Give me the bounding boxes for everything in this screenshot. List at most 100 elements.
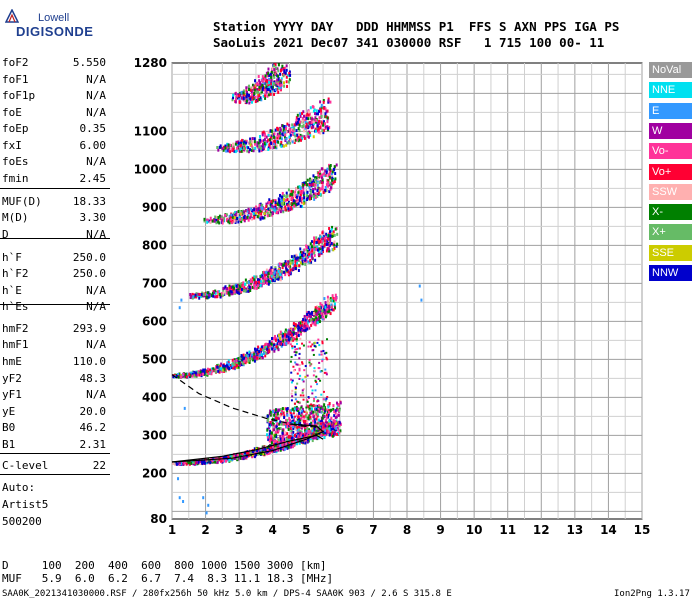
legend-item-w: W bbox=[649, 122, 692, 139]
echo-point bbox=[323, 352, 326, 355]
param-value-9: 3.30 bbox=[79, 211, 107, 224]
echo-point bbox=[246, 209, 249, 213]
echo-point bbox=[232, 144, 235, 148]
echo-point bbox=[268, 350, 271, 354]
echo-point bbox=[235, 212, 238, 216]
echo-point bbox=[283, 70, 286, 74]
echo-point bbox=[217, 369, 220, 373]
echo-point bbox=[248, 360, 251, 364]
echo-point bbox=[281, 68, 284, 72]
echo-point bbox=[269, 446, 272, 450]
echo-point bbox=[295, 405, 298, 409]
echo-point bbox=[263, 274, 266, 278]
echo-point bbox=[262, 76, 265, 80]
echo-point bbox=[216, 290, 219, 294]
echo-point bbox=[311, 317, 314, 321]
echo-point bbox=[308, 254, 311, 258]
echo-point bbox=[238, 361, 241, 365]
echo-point bbox=[281, 266, 284, 270]
echo-point bbox=[224, 369, 227, 373]
echo-point bbox=[248, 88, 251, 92]
echo-point bbox=[260, 98, 263, 102]
echo-point bbox=[194, 371, 197, 375]
x-tick-label: 15 bbox=[634, 523, 650, 537]
echo-point bbox=[308, 428, 311, 432]
echo-point bbox=[302, 420, 305, 424]
echo-point bbox=[274, 145, 277, 149]
echo-point bbox=[301, 262, 304, 266]
echo-point bbox=[263, 276, 266, 280]
echo-point bbox=[259, 202, 262, 206]
echo-point bbox=[217, 291, 220, 295]
echo-point bbox=[322, 99, 325, 103]
echo-point bbox=[259, 448, 262, 452]
echo-point bbox=[327, 99, 330, 103]
echo-point bbox=[301, 378, 304, 381]
echo-point bbox=[302, 188, 305, 192]
echo-point bbox=[212, 367, 215, 371]
echo-point bbox=[281, 343, 284, 347]
echo-point bbox=[263, 212, 266, 216]
echo-point bbox=[274, 88, 277, 92]
echo-point bbox=[262, 85, 265, 89]
echo-point bbox=[230, 366, 233, 370]
echo-point bbox=[295, 338, 298, 341]
echo-point bbox=[289, 138, 292, 142]
echo-point bbox=[309, 315, 312, 319]
param-value-18: 48.3 bbox=[79, 372, 107, 385]
echo-point bbox=[318, 109, 321, 113]
echo-point bbox=[266, 93, 269, 97]
echo-point bbox=[305, 114, 308, 118]
echo-point bbox=[321, 180, 324, 184]
echo-point bbox=[310, 323, 313, 327]
echo-point bbox=[325, 425, 328, 428]
echo-point bbox=[318, 410, 321, 414]
echo-point bbox=[314, 187, 317, 191]
echo-point bbox=[285, 137, 288, 141]
echo-point bbox=[267, 438, 270, 442]
param-name-23: C-level bbox=[2, 459, 49, 472]
echo-point bbox=[264, 82, 267, 86]
ionogram-chart: 1 2 3 4 5 6 7 8 9 10 11 12 13 14 158020030040050060070… bbox=[134, 56, 650, 537]
echo-point bbox=[253, 214, 256, 218]
echo-point bbox=[293, 204, 296, 208]
echo-point bbox=[276, 67, 279, 71]
echo-point bbox=[289, 343, 292, 346]
echo-point bbox=[233, 457, 236, 461]
echo-point bbox=[235, 289, 238, 293]
echo-point bbox=[239, 143, 242, 147]
echo-point bbox=[291, 433, 294, 437]
echo-point bbox=[294, 203, 297, 207]
echo-point bbox=[328, 249, 331, 253]
y-tick-label: 900 bbox=[142, 200, 167, 214]
echo-point bbox=[262, 146, 265, 150]
echo-point bbox=[219, 366, 222, 370]
echo-point bbox=[282, 270, 285, 274]
echo-point bbox=[189, 293, 192, 297]
echo-point bbox=[242, 91, 245, 95]
echo-point bbox=[328, 309, 331, 313]
echo-point bbox=[274, 410, 277, 414]
echo-point bbox=[318, 119, 321, 123]
echo-point bbox=[296, 193, 299, 197]
echo-point bbox=[225, 289, 228, 293]
echo-point bbox=[234, 210, 237, 214]
echo-point bbox=[278, 276, 281, 280]
echo-point bbox=[301, 199, 304, 203]
echo-point bbox=[266, 94, 269, 98]
echo-point bbox=[299, 112, 302, 116]
echo-point bbox=[284, 432, 287, 436]
echo-point bbox=[313, 369, 316, 372]
echo-point bbox=[271, 211, 274, 215]
echo-point bbox=[287, 141, 290, 145]
echo-point bbox=[299, 136, 302, 140]
echo-point bbox=[187, 461, 190, 465]
echo-point bbox=[225, 213, 228, 217]
echo-point bbox=[302, 318, 305, 322]
echo-point bbox=[294, 361, 297, 364]
echo-point bbox=[301, 409, 304, 412]
echo-point bbox=[283, 416, 286, 420]
echo-point bbox=[300, 332, 303, 336]
echo-point bbox=[304, 426, 307, 429]
echo-point bbox=[277, 429, 280, 433]
